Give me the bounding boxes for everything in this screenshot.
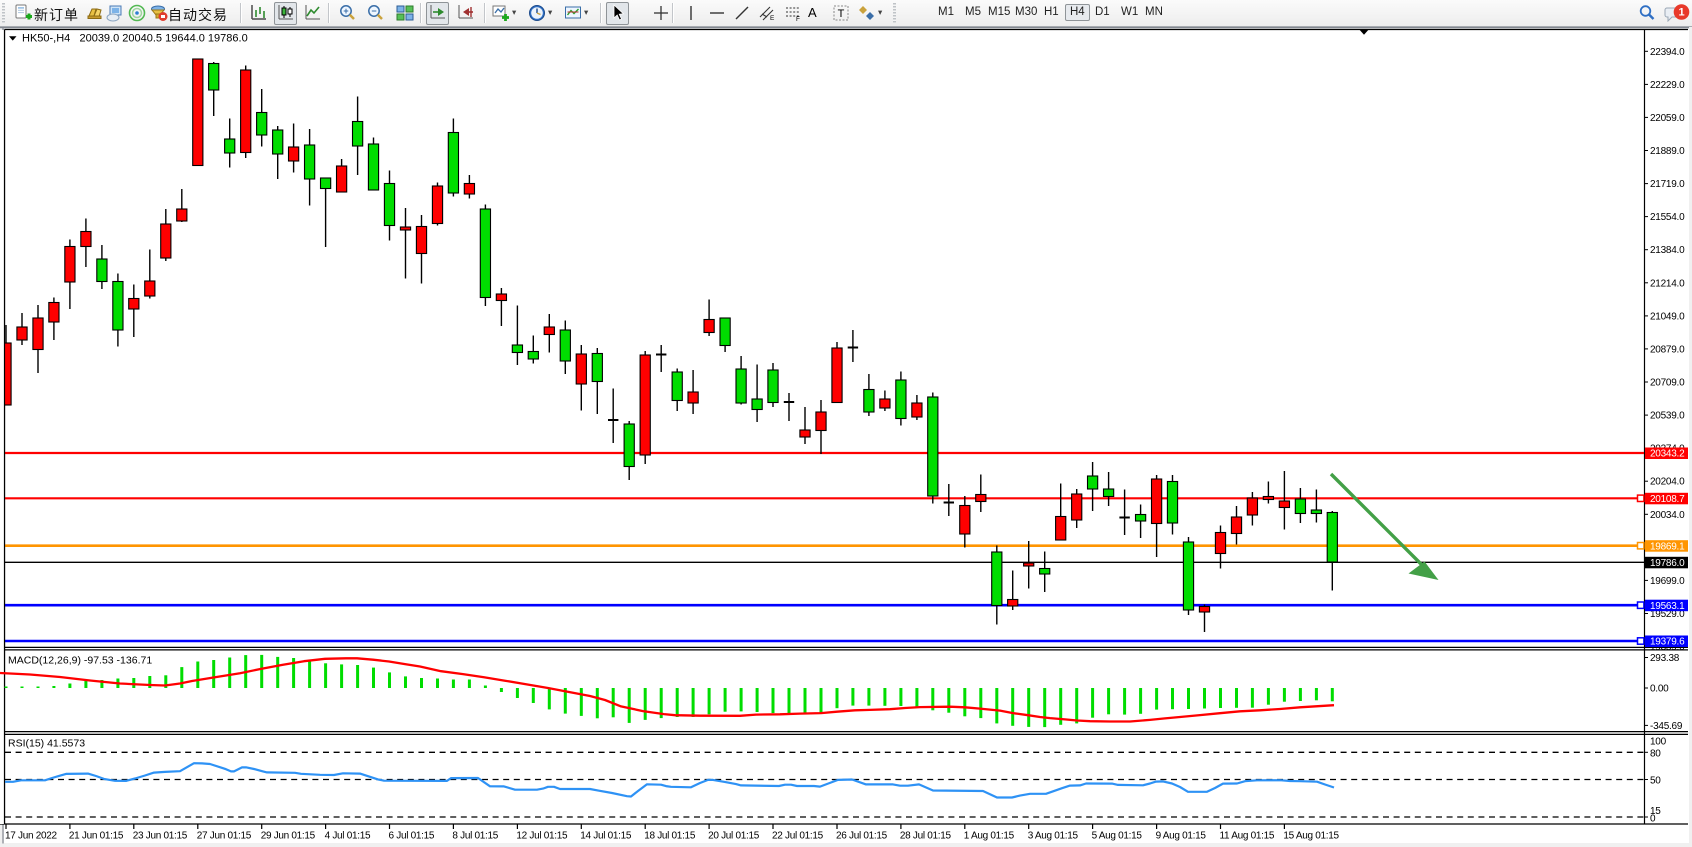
svg-text:14 Jul 01:15: 14 Jul 01:15 — [580, 831, 632, 842]
svg-text:5 Aug 01:15: 5 Aug 01:15 — [1092, 831, 1143, 842]
svg-text:E: E — [770, 15, 775, 22]
svg-text:22 Jul 01:15: 22 Jul 01:15 — [772, 831, 824, 842]
svg-text:1 Aug 01:15: 1 Aug 01:15 — [964, 831, 1015, 842]
svg-text:1: 1 — [1678, 7, 1684, 19]
svg-text:20034.0: 20034.0 — [1650, 510, 1685, 521]
svg-text:21554.0: 21554.0 — [1650, 212, 1685, 223]
svg-text:9 Aug 01:15: 9 Aug 01:15 — [1156, 831, 1207, 842]
svg-text:19359.0: 19359.0 — [1650, 642, 1685, 653]
svg-text:20108.7: 20108.7 — [1650, 494, 1685, 505]
svg-text:RSI(15) 41.5573: RSI(15) 41.5573 — [8, 738, 85, 750]
svg-text:22394.0: 22394.0 — [1650, 47, 1685, 58]
svg-text:12 Jul 01:15: 12 Jul 01:15 — [516, 831, 568, 842]
svg-text:19563.1: 19563.1 — [1650, 601, 1685, 612]
svg-text:3 Aug 01:15: 3 Aug 01:15 — [1028, 831, 1079, 842]
svg-text:21384.0: 21384.0 — [1650, 245, 1685, 256]
svg-text:T: T — [838, 8, 845, 20]
svg-text:21 Jun 01:15: 21 Jun 01:15 — [69, 831, 124, 842]
svg-text:28 Jul 01:15: 28 Jul 01:15 — [900, 831, 952, 842]
svg-text:15 Aug 01:15: 15 Aug 01:15 — [1283, 831, 1339, 842]
svg-text:50: 50 — [1650, 776, 1661, 787]
svg-text:21889.0: 21889.0 — [1650, 146, 1685, 157]
svg-text:20204.0: 20204.0 — [1650, 477, 1685, 488]
svg-text:26 Jul 01:15: 26 Jul 01:15 — [836, 831, 888, 842]
svg-text:−: − — [371, 6, 376, 16]
svg-text:100: 100 — [1650, 737, 1667, 748]
svg-text:+: + — [343, 6, 348, 16]
svg-text:20539.0: 20539.0 — [1650, 411, 1685, 422]
svg-text:22229.0: 22229.0 — [1650, 80, 1685, 91]
svg-text:MACD(12,26,9) -97.53 -136.71: MACD(12,26,9) -97.53 -136.71 — [8, 655, 152, 667]
svg-text:19379.6: 19379.6 — [1650, 637, 1685, 648]
svg-text:20343.2: 20343.2 — [1650, 449, 1685, 460]
svg-text:21049.0: 21049.0 — [1650, 311, 1685, 322]
svg-text:4 Jul 01:15: 4 Jul 01:15 — [325, 831, 371, 842]
svg-text:19529.0: 19529.0 — [1650, 609, 1685, 620]
svg-text:F: F — [796, 16, 800, 22]
svg-text:19786.0: 19786.0 — [1650, 558, 1685, 569]
svg-text:19699.0: 19699.0 — [1650, 576, 1685, 587]
svg-text:27 Jun 01:15: 27 Jun 01:15 — [197, 831, 252, 842]
svg-text:23 Jun 01:15: 23 Jun 01:15 — [133, 831, 188, 842]
svg-text:11 Aug 01:15: 11 Aug 01:15 — [1220, 831, 1275, 842]
svg-text:18 Jul 01:15: 18 Jul 01:15 — [644, 831, 696, 842]
svg-text:8 Jul 01:15: 8 Jul 01:15 — [452, 831, 498, 842]
svg-text:21719.0: 21719.0 — [1650, 179, 1685, 190]
svg-text:19869.1: 19869.1 — [1650, 541, 1685, 552]
svg-text:HK50-,H4 20039.0 20040.5 196: HK50-,H4 20039.0 20040.5 19644.0 19786.0 — [22, 33, 248, 45]
svg-text:293.38: 293.38 — [1650, 653, 1680, 664]
svg-text:21214.0: 21214.0 — [1650, 278, 1685, 289]
svg-text:20 Jul 01:15: 20 Jul 01:15 — [708, 831, 760, 842]
svg-text:20879.0: 20879.0 — [1650, 344, 1685, 355]
svg-text:0.00: 0.00 — [1650, 684, 1669, 695]
svg-text:0: 0 — [1650, 814, 1656, 825]
svg-text:-345.69: -345.69 — [1650, 721, 1683, 732]
svg-text:80: 80 — [1650, 749, 1661, 760]
svg-text:20709.0: 20709.0 — [1650, 378, 1685, 389]
svg-text:15: 15 — [1650, 806, 1661, 817]
svg-text:17 Jun 2022: 17 Jun 2022 — [5, 831, 57, 842]
svg-text:29 Jun 01:15: 29 Jun 01:15 — [261, 831, 316, 842]
svg-text:22059.0: 22059.0 — [1650, 113, 1685, 124]
svg-text:6 Jul 01:15: 6 Jul 01:15 — [389, 831, 435, 842]
